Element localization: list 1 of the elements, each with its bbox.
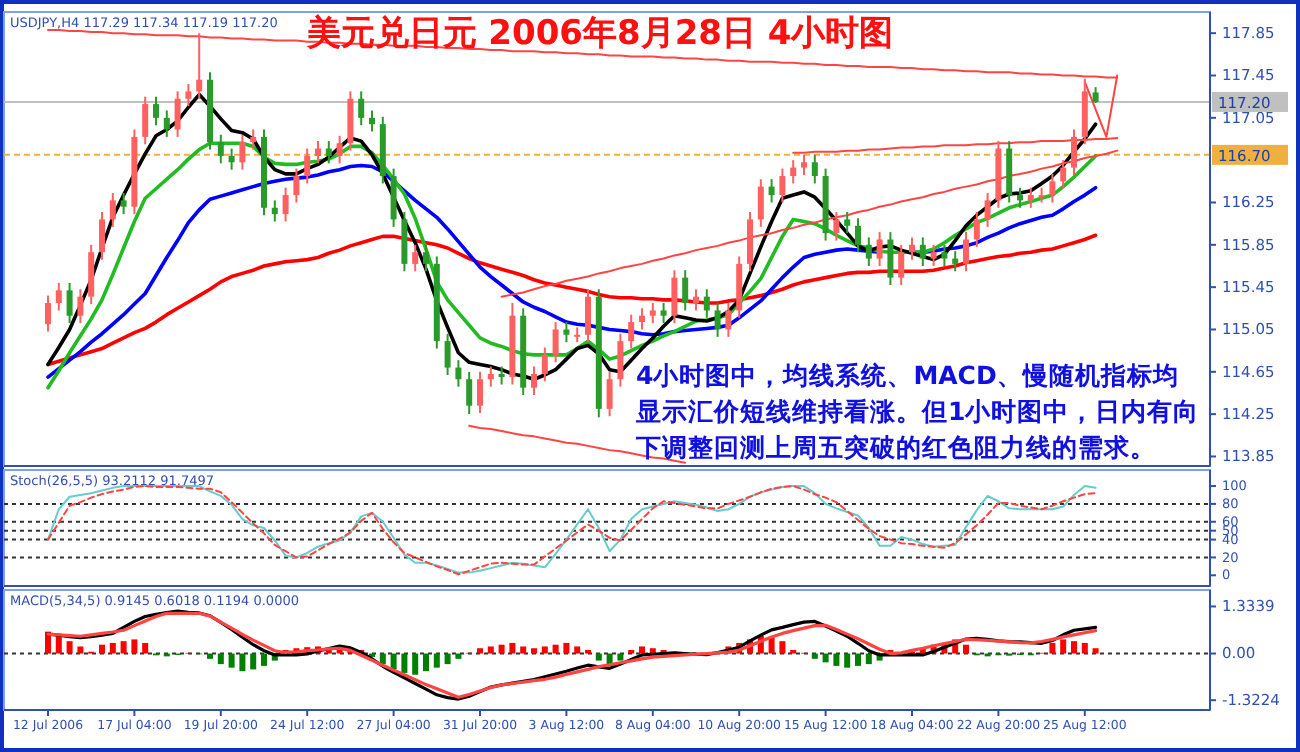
annotation: 4小时图中，均线系统、MACD、慢随机指标均显示汇价短线维持看涨。但1小时图中，日内有向下调整回测上周五突破的红色阻力线的需求。 — [634, 360, 1200, 462]
